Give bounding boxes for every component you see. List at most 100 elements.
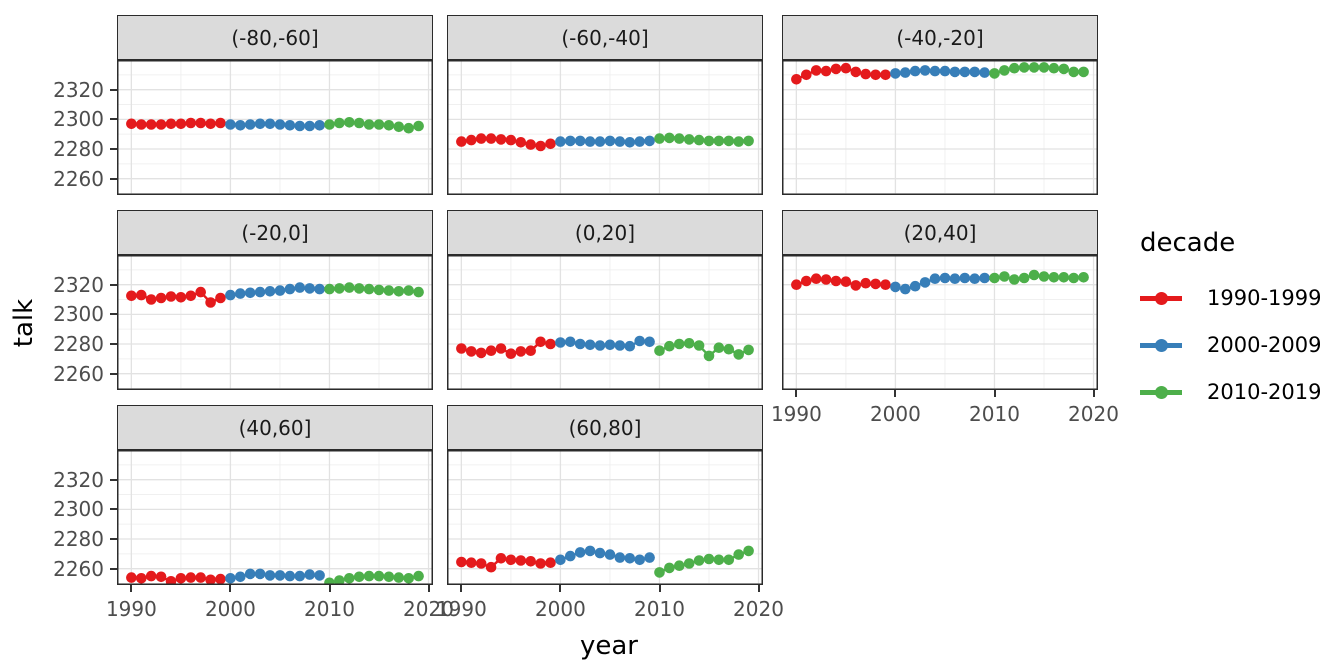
data-point xyxy=(413,570,424,582)
data-point xyxy=(225,119,236,130)
facet-strip-label: (60,80] xyxy=(568,415,642,440)
facet-strip-label: (-60,-40] xyxy=(561,25,649,50)
data-point xyxy=(1028,62,1040,73)
data-point xyxy=(145,119,157,130)
data-point xyxy=(485,561,497,573)
legend-entry-label: 2000-2009 xyxy=(1207,333,1322,357)
data-point xyxy=(475,347,487,359)
data-point xyxy=(1068,66,1079,78)
data-point xyxy=(344,282,355,293)
data-point xyxy=(594,136,606,147)
data-point xyxy=(959,66,971,78)
data-point xyxy=(909,65,921,77)
data-point xyxy=(393,286,405,297)
x-tick-mark xyxy=(229,585,232,592)
data-point xyxy=(515,137,527,148)
data-point xyxy=(743,545,754,557)
data-point xyxy=(810,65,822,76)
x-tick-label: 2010 xyxy=(634,597,685,621)
data-point xyxy=(791,279,802,290)
facet-strip: (-20,0] xyxy=(117,210,433,255)
data-point xyxy=(654,567,665,578)
y-tick-mark xyxy=(110,148,117,150)
data-point xyxy=(155,571,167,583)
data-point xyxy=(175,573,187,584)
y-tick-label: 2280 xyxy=(53,332,104,356)
legend-entry: 1990-1999 xyxy=(1140,283,1321,313)
data-point xyxy=(674,338,685,350)
facet-strip-label: (-40,-20] xyxy=(896,25,984,50)
facet-strip-label: (40,60] xyxy=(238,415,312,440)
data-point xyxy=(900,67,911,78)
data-point xyxy=(264,118,276,130)
data-point xyxy=(294,282,306,293)
data-point xyxy=(344,117,355,128)
data-point xyxy=(1068,272,1079,284)
data-point xyxy=(475,558,487,569)
facet-plot xyxy=(782,255,1098,390)
data-point xyxy=(733,349,744,360)
data-point xyxy=(850,280,862,291)
data-point xyxy=(264,570,276,581)
y-tick-label: 2260 xyxy=(53,556,104,581)
data-point xyxy=(264,286,276,297)
facet-plot xyxy=(447,255,763,390)
data-point xyxy=(136,289,147,301)
data-point xyxy=(614,136,626,147)
data-point xyxy=(334,575,345,585)
data-point xyxy=(594,547,606,559)
x-tick-mark xyxy=(658,585,661,592)
data-point xyxy=(195,286,206,298)
data-point xyxy=(165,576,177,585)
data-point xyxy=(919,277,931,288)
data-point xyxy=(215,292,226,304)
data-point xyxy=(733,136,744,147)
data-point xyxy=(565,135,576,147)
data-point xyxy=(284,120,296,131)
data-point xyxy=(969,66,980,78)
data-point xyxy=(604,339,616,351)
facet-panel xyxy=(447,255,763,390)
data-point xyxy=(683,338,695,349)
facet-panel xyxy=(447,60,763,195)
data-point xyxy=(274,285,286,296)
data-point xyxy=(999,271,1010,282)
x-tick-label: 2010 xyxy=(969,402,1020,426)
data-point xyxy=(1038,271,1050,282)
data-point xyxy=(654,345,665,356)
data-point xyxy=(126,572,137,583)
data-point xyxy=(900,283,911,295)
facet-panel xyxy=(117,450,433,585)
x-tick-mark xyxy=(460,585,463,592)
data-point xyxy=(244,119,256,130)
y-tick-mark xyxy=(110,538,117,540)
data-point xyxy=(254,286,266,298)
data-point xyxy=(195,117,206,129)
data-point xyxy=(353,571,365,583)
x-tick-mark xyxy=(130,585,133,592)
data-point xyxy=(693,555,705,566)
x-tick-mark xyxy=(894,390,897,397)
data-point xyxy=(604,135,616,147)
data-point xyxy=(683,134,695,145)
data-point xyxy=(555,554,566,566)
data-point xyxy=(136,119,147,130)
facet-strip: (40,60] xyxy=(117,405,433,450)
data-point xyxy=(126,118,137,130)
data-point xyxy=(244,287,256,299)
data-point xyxy=(215,117,226,129)
facet-panel xyxy=(447,450,763,585)
x-tick-mark xyxy=(427,585,430,592)
data-point xyxy=(840,62,852,74)
legend-entry-label: 1990-1999 xyxy=(1207,286,1322,310)
data-point xyxy=(634,554,645,566)
facet-panel xyxy=(782,255,1098,390)
data-point xyxy=(693,134,705,146)
data-point xyxy=(743,135,754,147)
facet-plot xyxy=(117,450,433,585)
data-point xyxy=(574,135,586,147)
data-point xyxy=(860,277,871,289)
data-point xyxy=(466,346,477,357)
y-tick-mark xyxy=(110,372,117,375)
